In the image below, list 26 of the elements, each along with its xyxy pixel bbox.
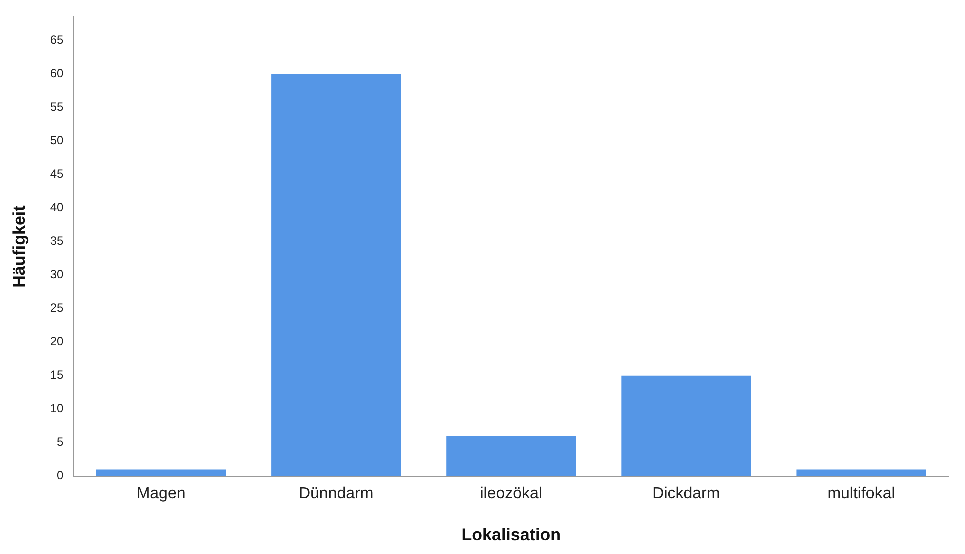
y-tick-label: 25 [50,301,64,316]
y-tick-label: 10 [50,402,64,416]
bar [622,376,752,476]
x-tick-label: multifokal [828,485,896,502]
x-axis-title: Lokalisation [462,525,561,544]
y-tick-label: 5 [57,435,64,450]
y-tick-label: 65 [50,32,64,47]
bar [446,436,576,476]
x-tick-label: ileozökal [480,485,543,502]
x-tick-label: Dünndarm [298,485,374,502]
y-tick-label: 45 [50,167,64,182]
y-tick-label: 50 [50,134,64,148]
bar [272,74,402,476]
y-tick-label: 0 [57,468,64,483]
y-tick-label: 15 [50,368,64,382]
x-tick-label: Dickdarm [652,485,720,502]
y-tick-label: 35 [50,234,64,248]
y-tick-label: 20 [50,334,64,349]
y-tick-label: 30 [50,268,64,282]
y-tick-label: 40 [50,200,64,215]
x-tick-label: Magen [136,485,186,502]
y-axis-title: Häufigkeit [10,205,29,288]
bar [96,470,226,476]
bar [796,470,926,476]
y-tick-label: 55 [50,100,64,114]
y-tick-label: 60 [50,66,64,80]
